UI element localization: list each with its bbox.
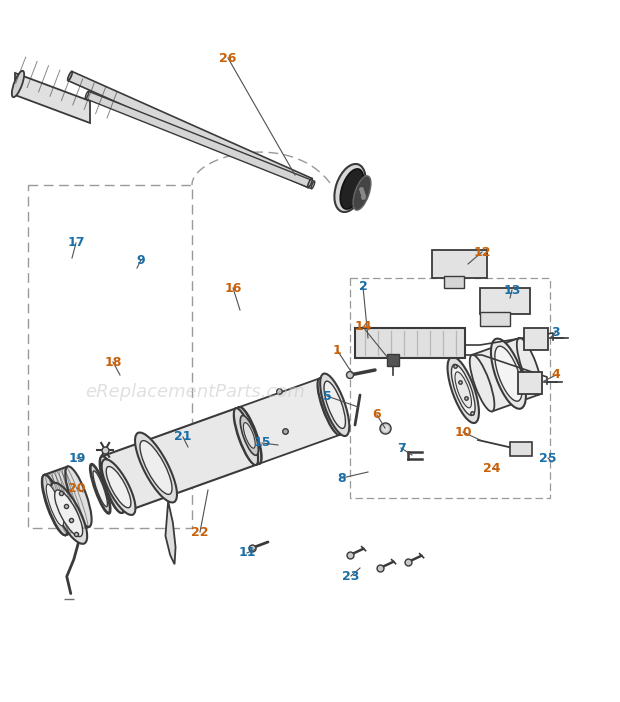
Text: 15: 15 xyxy=(253,437,271,449)
Ellipse shape xyxy=(91,464,110,513)
Polygon shape xyxy=(86,91,314,189)
Ellipse shape xyxy=(451,364,475,416)
Ellipse shape xyxy=(517,338,541,395)
Text: 7: 7 xyxy=(397,442,405,454)
Text: 26: 26 xyxy=(219,51,237,65)
Ellipse shape xyxy=(240,416,259,456)
Text: 11: 11 xyxy=(238,546,255,559)
Ellipse shape xyxy=(135,432,177,503)
Ellipse shape xyxy=(100,456,124,513)
Text: 6: 6 xyxy=(373,409,381,421)
Ellipse shape xyxy=(347,371,353,378)
Text: 14: 14 xyxy=(354,321,372,333)
Ellipse shape xyxy=(244,423,255,448)
Text: 21: 21 xyxy=(174,430,192,444)
Ellipse shape xyxy=(86,91,89,99)
Ellipse shape xyxy=(100,456,124,513)
Ellipse shape xyxy=(106,467,131,508)
FancyBboxPatch shape xyxy=(480,312,510,326)
Ellipse shape xyxy=(340,169,364,209)
Ellipse shape xyxy=(495,346,522,402)
Text: 2: 2 xyxy=(358,281,368,293)
Ellipse shape xyxy=(55,490,82,536)
Text: 20: 20 xyxy=(68,482,86,494)
FancyBboxPatch shape xyxy=(444,276,464,288)
Ellipse shape xyxy=(320,373,349,436)
FancyBboxPatch shape xyxy=(518,372,542,394)
Ellipse shape xyxy=(308,178,312,187)
Text: 10: 10 xyxy=(454,425,472,439)
Polygon shape xyxy=(15,73,90,123)
Ellipse shape xyxy=(68,72,73,81)
Text: 18: 18 xyxy=(104,355,122,369)
FancyBboxPatch shape xyxy=(432,250,487,278)
Text: 9: 9 xyxy=(136,253,145,267)
Ellipse shape xyxy=(12,71,24,97)
Ellipse shape xyxy=(50,483,87,544)
Ellipse shape xyxy=(448,357,479,423)
Ellipse shape xyxy=(353,176,371,210)
Ellipse shape xyxy=(491,338,526,409)
Polygon shape xyxy=(102,407,259,513)
Ellipse shape xyxy=(42,475,68,535)
Ellipse shape xyxy=(234,409,258,465)
Ellipse shape xyxy=(455,372,471,408)
Polygon shape xyxy=(44,466,89,535)
Polygon shape xyxy=(472,338,539,411)
FancyBboxPatch shape xyxy=(524,328,548,350)
Text: 16: 16 xyxy=(224,282,242,295)
Ellipse shape xyxy=(237,407,262,464)
FancyBboxPatch shape xyxy=(510,442,532,456)
Text: 19: 19 xyxy=(68,451,86,465)
Text: 4: 4 xyxy=(552,369,560,381)
Text: 24: 24 xyxy=(483,461,501,475)
FancyBboxPatch shape xyxy=(355,328,465,358)
Text: eReplacementParts.com: eReplacementParts.com xyxy=(85,383,305,401)
Polygon shape xyxy=(68,72,312,187)
Ellipse shape xyxy=(311,181,315,189)
Ellipse shape xyxy=(318,378,342,435)
Text: 5: 5 xyxy=(322,390,331,402)
Ellipse shape xyxy=(42,475,68,535)
Ellipse shape xyxy=(234,409,259,465)
Ellipse shape xyxy=(470,355,494,411)
Text: 25: 25 xyxy=(539,451,557,465)
Text: 1: 1 xyxy=(332,343,342,357)
FancyBboxPatch shape xyxy=(480,288,530,314)
Ellipse shape xyxy=(317,378,342,435)
Text: 3: 3 xyxy=(552,326,560,338)
Text: 22: 22 xyxy=(191,526,209,538)
Ellipse shape xyxy=(237,407,261,464)
Ellipse shape xyxy=(65,466,92,526)
Ellipse shape xyxy=(140,441,172,494)
Text: 23: 23 xyxy=(342,569,360,583)
Text: 17: 17 xyxy=(67,237,85,249)
Polygon shape xyxy=(236,378,340,465)
Ellipse shape xyxy=(93,471,107,507)
Ellipse shape xyxy=(334,164,366,212)
Text: 8: 8 xyxy=(338,472,347,484)
Text: 13: 13 xyxy=(503,284,521,296)
Ellipse shape xyxy=(46,484,64,526)
Ellipse shape xyxy=(324,381,345,428)
Polygon shape xyxy=(166,501,175,564)
Text: 12: 12 xyxy=(473,246,491,258)
Ellipse shape xyxy=(321,386,339,427)
Ellipse shape xyxy=(102,459,135,515)
